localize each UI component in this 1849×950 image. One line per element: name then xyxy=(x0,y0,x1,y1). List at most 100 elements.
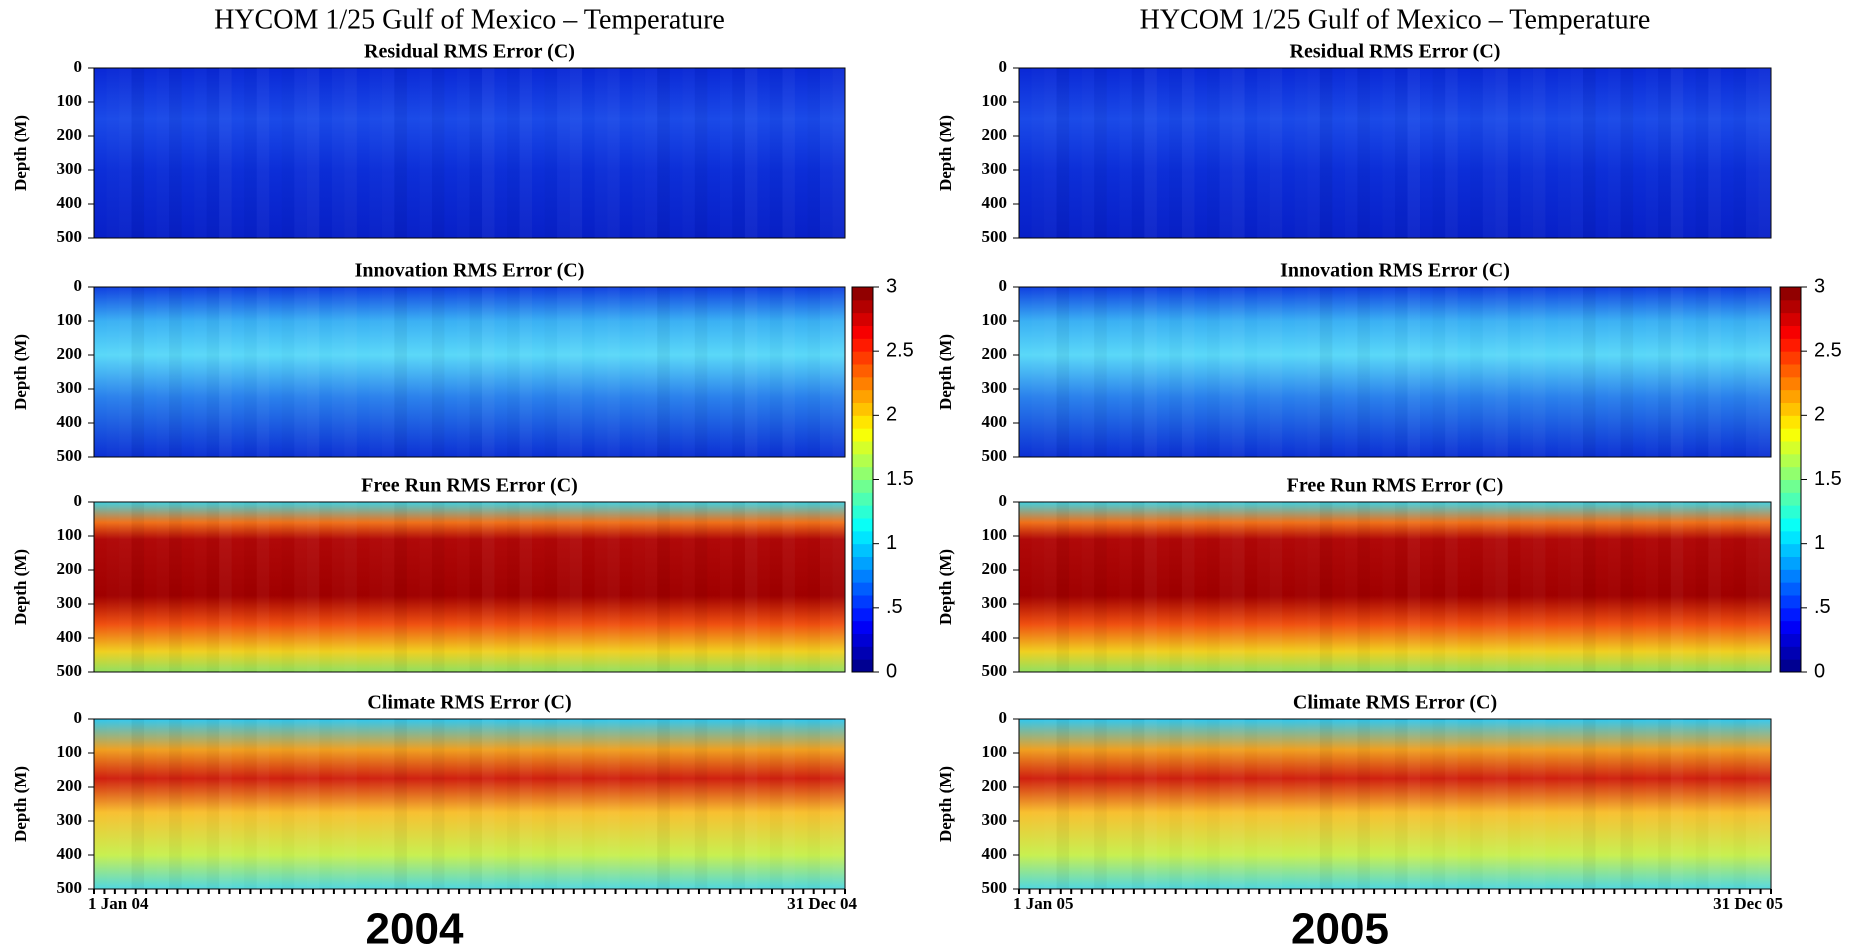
heatmap-texture xyxy=(1683,502,1696,672)
colorbar-swatch xyxy=(1780,389,1801,403)
heatmap-texture xyxy=(1157,287,1170,457)
colorbar-swatch xyxy=(852,287,873,301)
heatmap-texture xyxy=(432,287,445,457)
y-tick-label: 100 xyxy=(57,742,83,761)
heatmap xyxy=(1018,286,1772,458)
y-tick-label: 100 xyxy=(982,91,1008,110)
heatmap-texture xyxy=(632,68,645,238)
heatmap-texture xyxy=(294,719,307,889)
colorbar-swatch xyxy=(1780,428,1801,442)
heatmap-texture xyxy=(732,68,745,238)
heatmap-texture xyxy=(1257,719,1270,889)
heatmap-texture xyxy=(1319,68,1333,238)
colorbar-swatch xyxy=(1780,351,1801,365)
heatmap-texture xyxy=(807,68,820,238)
heatmap-texture xyxy=(419,287,432,457)
heatmap-texture xyxy=(520,68,533,238)
colorbar-swatch xyxy=(852,351,873,365)
heatmap-texture xyxy=(1558,719,1571,889)
colorbar-tick-label: 3 xyxy=(886,275,897,297)
heatmap-texture xyxy=(682,68,695,238)
heatmap-texture xyxy=(107,719,120,889)
y-tick-label: 400 xyxy=(982,193,1008,212)
heatmap-texture xyxy=(670,287,683,457)
heatmap-texture xyxy=(607,719,620,889)
heatmap-texture xyxy=(1733,719,1746,889)
heatmap-texture xyxy=(1257,287,1270,457)
heatmap-texture xyxy=(1596,719,1609,889)
y-tick-label: 500 xyxy=(57,878,83,897)
heatmap-texture xyxy=(419,502,432,672)
heatmap-texture xyxy=(1533,502,1546,672)
heatmap-texture xyxy=(457,68,470,238)
heatmap-texture xyxy=(1445,719,1458,889)
heatmap-texture xyxy=(595,287,608,457)
heatmap-texture xyxy=(744,287,758,457)
heatmap-texture xyxy=(1670,719,1684,889)
heatmap-texture xyxy=(720,502,733,672)
heatmap-texture xyxy=(482,502,495,672)
heatmap-texture xyxy=(1495,287,1508,457)
heatmap-texture xyxy=(1157,68,1170,238)
heatmap-texture xyxy=(1307,68,1320,238)
heatmap-texture xyxy=(319,287,332,457)
colorbar-swatch xyxy=(852,441,873,455)
heatmap-texture xyxy=(344,719,357,889)
heatmap-texture xyxy=(194,68,207,238)
heatmap-texture xyxy=(1069,502,1082,672)
heatmap-texture xyxy=(820,502,833,672)
heatmap-texture xyxy=(1708,68,1721,238)
heatmap-texture xyxy=(557,68,570,238)
heatmap-texture xyxy=(1069,287,1082,457)
y-tick-label: 300 xyxy=(57,593,83,612)
heatmap-texture xyxy=(757,502,770,672)
heatmap-texture xyxy=(1207,287,1220,457)
heatmap-texture xyxy=(344,287,357,457)
heatmap-texture xyxy=(1144,287,1157,457)
colorbar-swatch xyxy=(1780,287,1801,301)
colorbar-swatch xyxy=(852,595,873,609)
y-tick-label: 200 xyxy=(982,559,1008,578)
heatmap-texture xyxy=(1758,502,1771,672)
panel-title: Free Run RMS Error (C) xyxy=(1287,475,1504,497)
heatmap-texture xyxy=(1508,502,1521,672)
x-label-start: 1 Jan 05 xyxy=(1013,894,1073,913)
heatmap-texture xyxy=(169,719,182,889)
y-tick-label: 400 xyxy=(57,627,83,646)
heatmap-texture xyxy=(1307,287,1320,457)
heatmap-texture xyxy=(582,287,595,457)
heatmap-texture xyxy=(219,68,232,238)
y-axis-label: Depth (M) xyxy=(936,334,955,410)
heatmap-texture xyxy=(1357,502,1370,672)
heatmap-texture xyxy=(1520,719,1533,889)
heatmap-texture xyxy=(1144,502,1157,672)
colorbar-swatch xyxy=(852,479,873,493)
heatmap-texture xyxy=(470,68,483,238)
panel-title: Residual RMS Error (C) xyxy=(364,41,575,63)
y-axis-label: Depth (M) xyxy=(11,549,30,625)
heatmap-texture xyxy=(1056,502,1070,672)
heatmap-texture xyxy=(306,68,320,238)
colorbar-swatch xyxy=(852,620,873,634)
y-tick-label: 300 xyxy=(57,159,83,178)
heatmap-texture xyxy=(1746,68,1759,238)
heatmap xyxy=(1018,501,1772,673)
heatmap-texture xyxy=(1382,502,1395,672)
y-tick-label: 0 xyxy=(74,491,83,510)
heatmap-texture xyxy=(282,719,295,889)
heatmap-texture xyxy=(1169,719,1182,889)
colorbar-swatch xyxy=(1780,633,1801,647)
heatmap-texture xyxy=(107,287,120,457)
heatmap-texture xyxy=(332,719,345,889)
heatmap-texture xyxy=(482,68,495,238)
heatmap-texture xyxy=(1094,68,1107,238)
heatmap-texture xyxy=(1558,502,1571,672)
heatmap-texture xyxy=(820,68,833,238)
heatmap-texture xyxy=(507,68,520,238)
heatmap-texture xyxy=(732,287,745,457)
heatmap-texture xyxy=(157,68,170,238)
y-tick-label: 500 xyxy=(982,661,1008,680)
heatmap-texture xyxy=(119,287,132,457)
heatmap-texture xyxy=(607,287,620,457)
heatmap-texture xyxy=(695,502,708,672)
